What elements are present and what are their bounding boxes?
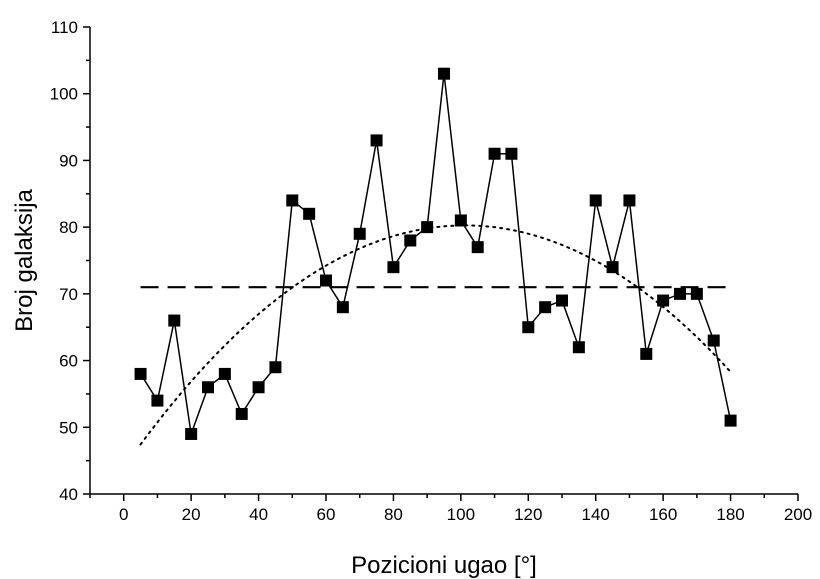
x-tick-label: 40: [249, 505, 268, 524]
x-tick-label: 200: [784, 505, 812, 524]
data-point-marker: [370, 134, 383, 147]
y-tick-label: 50: [59, 418, 78, 437]
data-point-marker: [606, 261, 619, 274]
y-tick-label: 100: [50, 85, 78, 104]
data-point-marker: [134, 367, 147, 380]
x-tick-label: 180: [716, 505, 744, 524]
plot-area: [134, 67, 737, 446]
data-point-marker: [707, 334, 720, 347]
y-axis-title: Broj galaksija: [11, 188, 38, 331]
axes: 0 20 40 60 80 100 120 140 160 180 200 40 50 60 70 80 90 1…: [50, 18, 813, 524]
x-tick-label: 140: [582, 505, 610, 524]
x-tick-label: 160: [649, 505, 677, 524]
data-point-marker: [269, 361, 282, 374]
data-point-marker: [505, 147, 518, 160]
data-point-marker: [556, 294, 568, 307]
x-tick-label: 80: [384, 505, 403, 524]
x-tick-label: 100: [447, 505, 475, 524]
x-axis-title: Pozicioni ugao [°]: [351, 552, 537, 579]
y-tick-label: 90: [59, 151, 78, 170]
data-point-marker: [286, 194, 299, 207]
data-point-marker: [488, 147, 501, 160]
x-tick-label: 120: [514, 505, 542, 524]
data-point-marker: [572, 341, 585, 354]
y-tick-label: 110: [51, 18, 78, 37]
data-point-marker: [218, 367, 231, 380]
data-point-marker: [252, 381, 265, 394]
y-tick-label: 40: [59, 485, 78, 504]
data-point-marker: [623, 194, 636, 207]
data-point-marker: [202, 381, 214, 394]
data-point-marker: [421, 221, 434, 234]
data-point-marker: [235, 407, 248, 420]
data-point-marker: [690, 287, 703, 300]
fit-curve-dotted: [139, 224, 732, 446]
x-tick-label: 0: [119, 505, 128, 524]
data-point-marker: [387, 261, 400, 274]
data-point-marker: [151, 394, 164, 407]
data-point-marker: [724, 414, 737, 427]
data-point-marker: [454, 214, 467, 227]
data-point-marker: [589, 194, 602, 207]
y-tick-label: 70: [59, 285, 78, 304]
x-tick-label: 60: [317, 505, 336, 524]
y-tick-label: 80: [59, 218, 78, 237]
data-point-marker: [657, 294, 670, 307]
data-point-marker: [539, 301, 552, 314]
data-point-marker: [353, 227, 366, 240]
data-point-marker: [168, 314, 181, 327]
data-point-marker: [404, 234, 417, 247]
data-point-marker: [522, 321, 535, 334]
data-point-marker: [185, 427, 198, 440]
data-line: [139, 73, 732, 435]
y-tick-label: 60: [59, 352, 78, 371]
data-point-marker: [336, 301, 349, 314]
x-tick-label: 20: [182, 505, 201, 524]
data-point-marker: [674, 287, 686, 300]
data-point-marker: [303, 207, 316, 220]
data-point-marker: [320, 274, 332, 287]
data-point-marker: [640, 347, 653, 360]
data-point-marker: [438, 67, 450, 80]
data-point-marker: [471, 241, 484, 254]
